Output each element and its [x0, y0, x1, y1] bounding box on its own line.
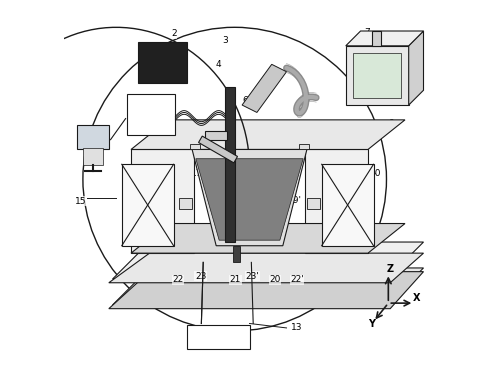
Polygon shape: [112, 268, 424, 305]
Text: 19: 19: [156, 196, 167, 205]
Bar: [187, 325, 250, 350]
Bar: [127, 94, 176, 135]
Text: 16: 16: [272, 169, 284, 178]
Text: 19': 19': [287, 196, 302, 205]
Bar: [205, 131, 227, 140]
Text: 3: 3: [223, 36, 229, 45]
Bar: [226, 87, 235, 242]
Text: 14: 14: [159, 106, 170, 115]
FancyBboxPatch shape: [199, 136, 238, 163]
Text: 9: 9: [388, 119, 394, 128]
Text: 2: 2: [171, 29, 177, 38]
FancyBboxPatch shape: [122, 164, 174, 246]
Text: X: X: [412, 293, 420, 303]
Text: 7: 7: [364, 28, 370, 37]
Text: 1: 1: [82, 138, 88, 147]
Bar: [83, 148, 103, 165]
Text: 12: 12: [221, 337, 232, 346]
Text: 15: 15: [75, 197, 87, 206]
Bar: [179, 198, 192, 209]
Polygon shape: [409, 31, 424, 105]
Polygon shape: [131, 223, 405, 253]
Text: Y: Y: [368, 319, 375, 329]
Polygon shape: [112, 242, 424, 279]
Text: 6: 6: [242, 96, 248, 105]
Text: 22': 22': [290, 275, 304, 284]
Text: 18: 18: [221, 168, 232, 177]
Polygon shape: [192, 150, 307, 246]
Text: 8: 8: [265, 123, 271, 132]
Text: 5: 5: [200, 140, 206, 148]
Text: 13: 13: [291, 323, 302, 332]
Polygon shape: [131, 120, 405, 150]
Bar: [299, 144, 309, 150]
Bar: [353, 53, 401, 98]
Bar: [77, 125, 109, 150]
Polygon shape: [305, 150, 368, 253]
Bar: [307, 198, 320, 209]
Text: Z: Z: [387, 264, 394, 274]
FancyBboxPatch shape: [322, 164, 374, 246]
Polygon shape: [196, 159, 303, 240]
Text: 4: 4: [215, 60, 221, 69]
Bar: [372, 31, 381, 46]
Text: 21: 21: [230, 275, 241, 284]
Bar: [138, 42, 187, 83]
Text: 11': 11': [188, 157, 202, 166]
Bar: [190, 144, 200, 150]
Text: 20: 20: [269, 275, 280, 284]
Text: 23': 23': [246, 272, 259, 280]
Polygon shape: [109, 253, 424, 283]
Polygon shape: [131, 150, 194, 253]
Text: 11: 11: [270, 162, 282, 170]
Text: 10: 10: [370, 169, 381, 178]
Text: 23: 23: [195, 272, 206, 280]
Text: 22: 22: [173, 275, 184, 284]
Polygon shape: [242, 64, 286, 112]
Polygon shape: [346, 46, 409, 105]
Polygon shape: [346, 31, 424, 46]
Text: 17: 17: [191, 169, 202, 178]
Polygon shape: [109, 272, 424, 309]
Bar: [233, 246, 240, 262]
